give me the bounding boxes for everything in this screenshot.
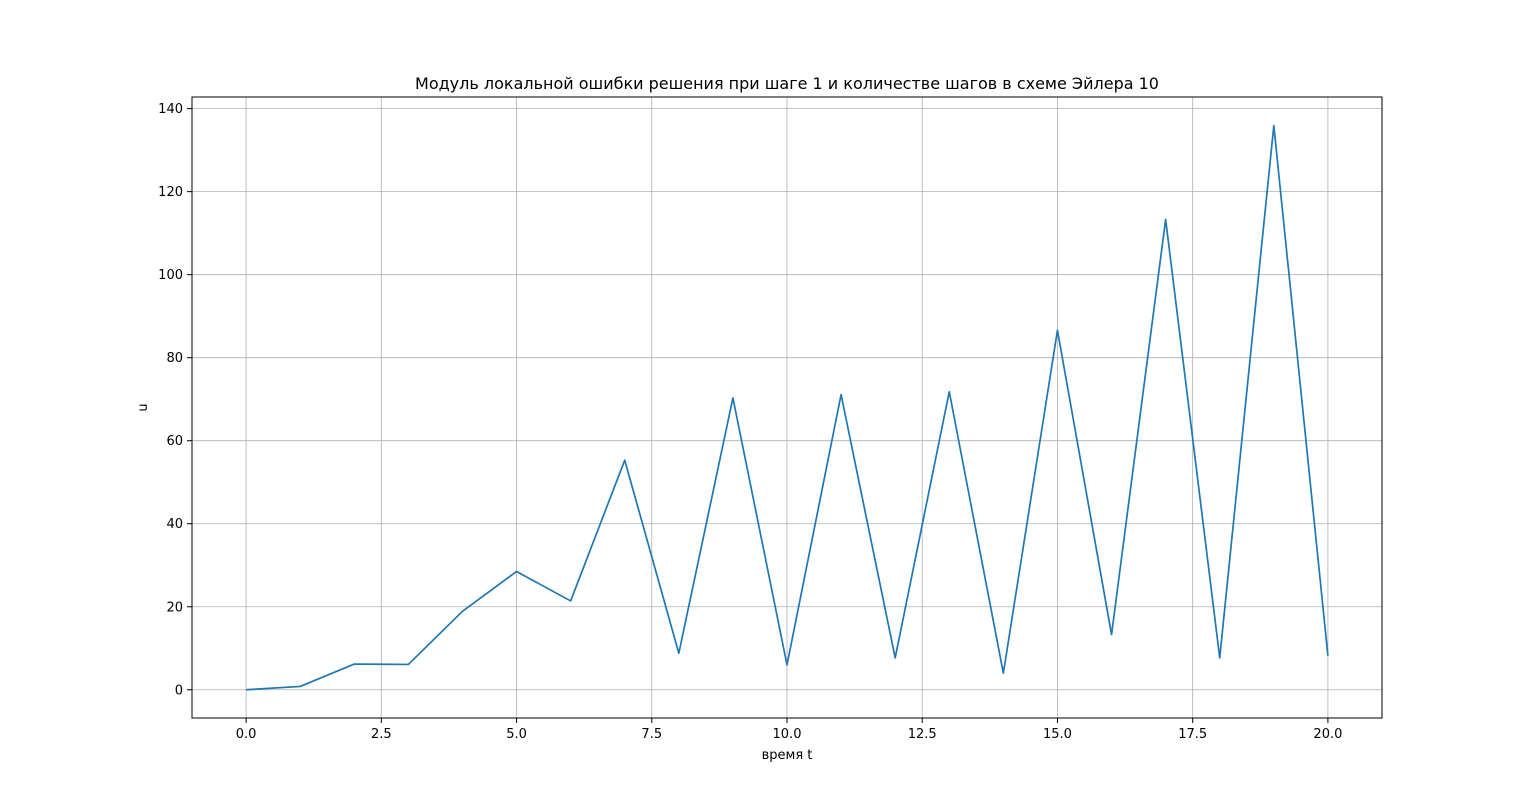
y-tick-label: 120 xyxy=(158,185,183,200)
x-tick-label: 20.0 xyxy=(1313,727,1342,742)
x-axis-label: время t xyxy=(762,748,813,763)
y-tick-label: 40 xyxy=(166,517,183,532)
x-tick-label: 17.5 xyxy=(1178,727,1207,742)
y-tick-label: 100 xyxy=(158,268,183,283)
x-tick-label: 15.0 xyxy=(1043,727,1072,742)
y-axis-label: u xyxy=(136,403,151,411)
x-tick-label: 0.0 xyxy=(236,727,257,742)
x-tick-label: 10.0 xyxy=(773,727,802,742)
series-layer xyxy=(246,124,1329,691)
y-tick-label: 0 xyxy=(175,683,183,698)
chart-title: Модуль локальной ошибки решения при шаге… xyxy=(415,74,1159,93)
y-axis: 0 20 40 60 80 100 120 140 xyxy=(158,102,192,698)
y-tick-label: 60 xyxy=(166,434,183,449)
x-tick-label: 12.5 xyxy=(908,727,937,742)
y-tick-label: 20 xyxy=(166,600,183,615)
x-axis: 0.0 2.5 5.0 7.5 10.0 12.5 15.0 17.5 20.0 xyxy=(236,718,1342,742)
x-tick-label: 5.0 xyxy=(506,727,527,742)
y-tick-label: 140 xyxy=(158,102,183,117)
grid xyxy=(192,97,1382,718)
series-line xyxy=(246,124,1329,691)
y-tick-label: 80 xyxy=(166,351,183,366)
x-tick-label: 7.5 xyxy=(641,727,662,742)
x-tick-label: 2.5 xyxy=(371,727,392,742)
